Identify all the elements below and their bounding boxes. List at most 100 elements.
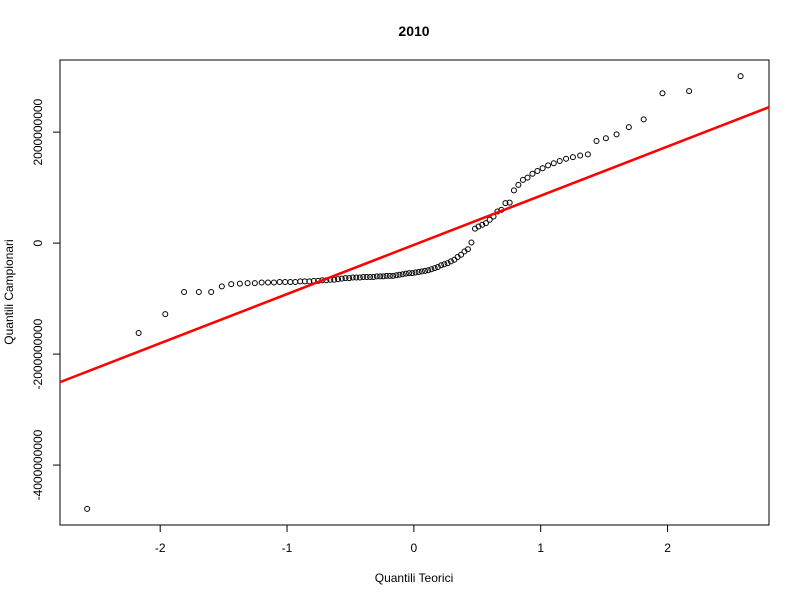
y-tick-label: -2000000000 bbox=[31, 318, 45, 389]
point bbox=[396, 271, 403, 278]
point bbox=[276, 278, 283, 285]
x-tick-label: 2 bbox=[664, 541, 671, 555]
y-tick-label: 0 bbox=[31, 239, 45, 246]
point bbox=[502, 200, 509, 207]
point bbox=[519, 176, 526, 183]
point bbox=[577, 152, 584, 159]
reference-line bbox=[59, 106, 770, 384]
y-tick-label: -4000000000 bbox=[31, 429, 45, 500]
x-tick-label: -2 bbox=[155, 541, 166, 555]
point bbox=[338, 275, 345, 282]
x-axis-label: Quantili Teorici bbox=[375, 571, 453, 585]
point bbox=[468, 239, 475, 246]
x-tick-label: 0 bbox=[411, 541, 418, 555]
point bbox=[282, 278, 289, 285]
y-tick-label: 2000000000 bbox=[31, 98, 45, 165]
point bbox=[251, 280, 258, 287]
point bbox=[593, 138, 600, 145]
point bbox=[441, 261, 448, 268]
point bbox=[406, 270, 413, 277]
point bbox=[659, 90, 666, 97]
point bbox=[479, 221, 486, 228]
point bbox=[367, 273, 374, 280]
x-tick-label: -1 bbox=[282, 541, 293, 555]
point bbox=[425, 267, 432, 274]
point bbox=[335, 276, 342, 283]
point bbox=[380, 273, 387, 280]
point bbox=[386, 272, 393, 279]
point bbox=[84, 505, 91, 512]
point bbox=[409, 270, 416, 277]
point bbox=[236, 280, 243, 287]
point bbox=[434, 263, 441, 270]
point bbox=[625, 124, 632, 131]
point bbox=[545, 162, 552, 169]
plot-frame bbox=[59, 59, 770, 526]
point bbox=[428, 266, 435, 273]
point bbox=[464, 246, 471, 253]
point bbox=[270, 279, 277, 286]
point bbox=[244, 280, 251, 287]
point bbox=[563, 155, 570, 162]
point bbox=[640, 116, 647, 123]
point bbox=[353, 274, 360, 281]
point bbox=[602, 135, 609, 142]
point bbox=[529, 170, 536, 177]
point bbox=[447, 258, 454, 265]
point bbox=[556, 157, 563, 164]
point bbox=[399, 271, 406, 278]
point bbox=[135, 330, 142, 337]
chart-title: 2010 bbox=[398, 23, 429, 39]
point bbox=[506, 199, 513, 206]
point bbox=[534, 167, 541, 174]
y-axis-label: Quantili Campionari bbox=[2, 239, 16, 344]
point bbox=[181, 288, 188, 295]
point bbox=[349, 274, 356, 281]
point bbox=[444, 260, 451, 267]
point bbox=[342, 275, 349, 282]
point bbox=[613, 131, 620, 138]
point bbox=[390, 272, 397, 279]
point bbox=[431, 265, 438, 272]
point bbox=[412, 269, 419, 276]
point bbox=[195, 288, 202, 295]
point bbox=[550, 160, 557, 167]
point bbox=[418, 268, 425, 275]
point bbox=[482, 220, 489, 227]
point bbox=[356, 274, 363, 281]
point bbox=[510, 187, 517, 194]
point bbox=[228, 281, 235, 288]
point bbox=[438, 262, 445, 269]
point bbox=[458, 251, 465, 258]
point bbox=[287, 278, 294, 285]
point bbox=[393, 272, 400, 279]
point bbox=[737, 73, 744, 80]
point bbox=[524, 174, 531, 181]
point bbox=[331, 276, 338, 283]
point bbox=[486, 216, 493, 223]
point bbox=[415, 268, 422, 275]
point bbox=[686, 88, 693, 95]
x-tick-label: 1 bbox=[537, 541, 544, 555]
point bbox=[162, 311, 169, 318]
point bbox=[422, 267, 429, 274]
point bbox=[292, 278, 299, 285]
point bbox=[569, 154, 576, 161]
point bbox=[306, 278, 313, 285]
point bbox=[475, 223, 482, 230]
point bbox=[258, 279, 265, 286]
point bbox=[377, 273, 384, 280]
point bbox=[584, 151, 591, 158]
point bbox=[363, 273, 370, 280]
point bbox=[515, 181, 522, 188]
point bbox=[208, 288, 215, 295]
point bbox=[346, 275, 353, 282]
point bbox=[370, 273, 377, 280]
point bbox=[539, 165, 546, 172]
point bbox=[383, 272, 390, 279]
point bbox=[265, 279, 272, 286]
point bbox=[360, 273, 367, 280]
point bbox=[402, 270, 409, 277]
point bbox=[218, 283, 225, 290]
